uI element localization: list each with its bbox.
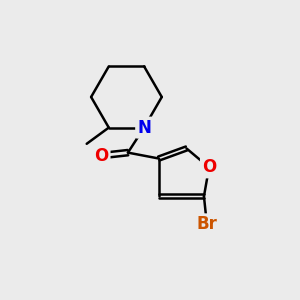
Text: Br: Br xyxy=(196,215,217,233)
Text: O: O xyxy=(94,147,109,165)
Text: N: N xyxy=(137,118,151,136)
Text: O: O xyxy=(202,158,216,176)
